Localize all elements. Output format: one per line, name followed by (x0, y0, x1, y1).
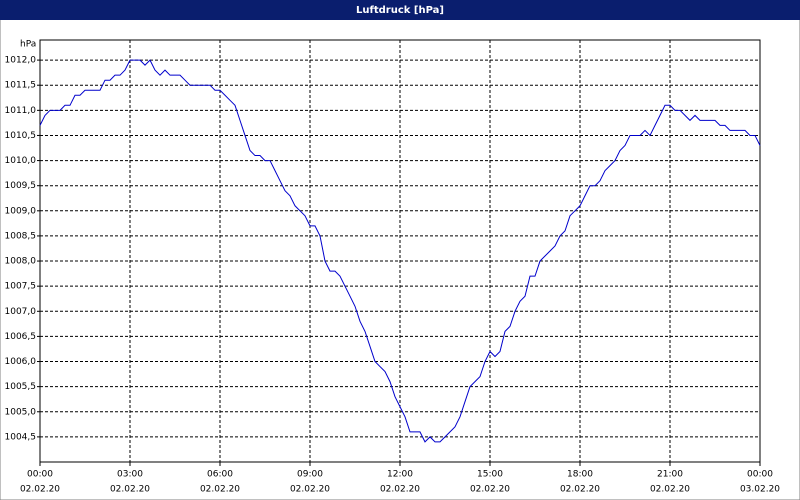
x-tick-label: 21:00 (657, 470, 683, 480)
x-tick-date: 03.02.20 (740, 485, 780, 495)
y-tick-label: 1010,0 (5, 156, 37, 166)
y-tick-label: 1008,5 (5, 231, 37, 241)
y-tick-label: 1010,5 (5, 131, 37, 141)
x-tick-label: 03:00 (117, 470, 143, 480)
y-tick-label: 1008,0 (5, 257, 37, 267)
y-tick-label: 1012,0 (5, 56, 37, 66)
y-tick-label: 1011,0 (5, 106, 37, 116)
x-tick-label: 09:00 (297, 470, 323, 480)
y-tick-label: 1011,5 (5, 81, 37, 91)
x-tick-label: 06:00 (207, 470, 233, 480)
y-tick-label: 1009,0 (5, 206, 37, 216)
x-tick-date: 02.02.20 (110, 485, 150, 495)
y-tick-label: 1006,5 (5, 332, 37, 342)
x-tick-date: 02.02.20 (200, 485, 240, 495)
x-tick-label: 00:00 (747, 470, 773, 480)
x-tick-label: 12:00 (387, 470, 413, 480)
x-tick-date: 02.02.20 (560, 485, 600, 495)
y-tick-label: 1004,5 (5, 432, 37, 442)
x-tick-date: 02.02.20 (20, 485, 60, 495)
x-tick-label: 00:00 (27, 470, 53, 480)
y-unit-label: hPa (20, 40, 36, 50)
x-tick-label: 15:00 (477, 470, 503, 480)
x-tick-label: 18:00 (567, 470, 593, 480)
title-bar (0, 0, 800, 20)
chart-title: Luftdruck [hPa] (356, 5, 444, 16)
x-tick-date: 02.02.20 (380, 485, 420, 495)
data-line (39, 59, 761, 443)
y-tick-label: 1009,5 (5, 181, 37, 191)
y-tick-label: 1005,0 (5, 407, 37, 417)
y-tick-label: 1006,0 (5, 357, 37, 367)
y-tick-label: 1007,0 (5, 307, 37, 317)
x-tick-date: 02.02.20 (650, 485, 690, 495)
x-tick-date: 02.02.20 (470, 485, 510, 495)
y-tick-label: 1007,5 (5, 282, 37, 292)
x-tick-date: 02.02.20 (290, 485, 330, 495)
y-tick-label: 1005,5 (5, 382, 37, 392)
